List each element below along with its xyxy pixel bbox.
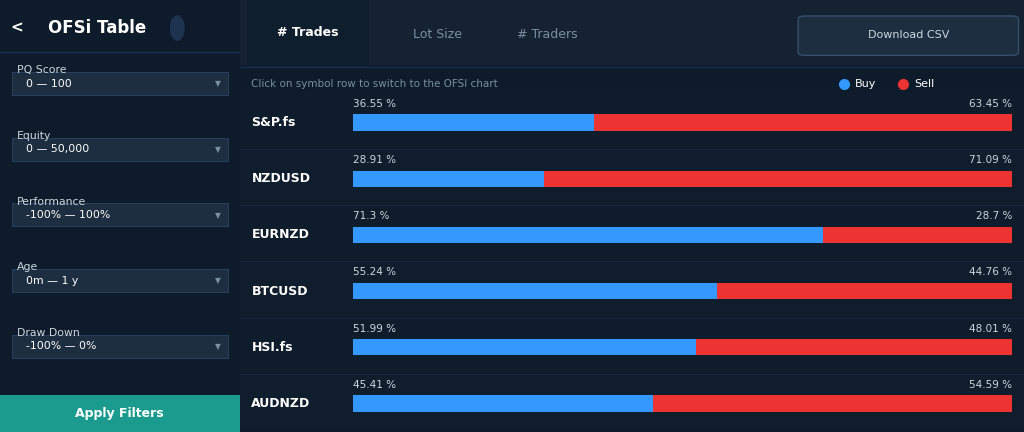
Text: AUDNZD: AUDNZD (251, 397, 310, 410)
Text: NZDUSD: NZDUSD (251, 172, 310, 185)
Text: <: < (10, 21, 24, 35)
Bar (544, 171, 1013, 187)
Text: 71.3 %: 71.3 % (353, 211, 390, 221)
Bar (823, 227, 1013, 243)
Bar (12, 72, 227, 95)
Text: 71.09 %: 71.09 % (970, 155, 1013, 165)
Bar (240, 205, 1024, 261)
Bar (353, 339, 696, 356)
Bar (353, 171, 544, 187)
Bar (718, 283, 1013, 299)
Text: 51.99 %: 51.99 % (353, 324, 396, 334)
Text: 0m — 1 y: 0m — 1 y (27, 276, 79, 286)
Text: Sell: Sell (914, 79, 935, 89)
Text: ▼: ▼ (215, 211, 221, 219)
Bar (652, 395, 1013, 412)
Text: -100% — 100%: -100% — 100% (27, 210, 111, 220)
Text: Draw Down: Draw Down (16, 328, 80, 338)
Text: -100% — 0%: -100% — 0% (27, 341, 96, 352)
Bar (353, 283, 718, 299)
Bar (240, 149, 1024, 205)
Text: PQ Score: PQ Score (16, 65, 67, 76)
FancyBboxPatch shape (798, 16, 1019, 55)
Text: 0 — 100: 0 — 100 (27, 79, 72, 89)
Circle shape (171, 16, 184, 40)
Bar (12, 335, 227, 358)
Text: Apply Filters: Apply Filters (76, 407, 164, 420)
Bar (353, 227, 823, 243)
Text: Click on symbol row to switch to the OFSI chart: Click on symbol row to switch to the OFS… (251, 79, 498, 89)
Bar (353, 114, 594, 131)
Text: Lot Size: Lot Size (413, 28, 462, 41)
Text: EURNZD: EURNZD (251, 229, 309, 241)
Bar (353, 395, 652, 412)
Text: 36.55 %: 36.55 % (353, 99, 396, 109)
Bar (0, 395, 240, 432)
Bar (696, 339, 1013, 356)
Text: Performance: Performance (16, 197, 86, 207)
Bar (240, 374, 1024, 430)
Text: Age: Age (16, 262, 38, 273)
Text: ▼: ▼ (215, 342, 221, 351)
Bar (12, 269, 227, 292)
Bar (12, 203, 227, 226)
Text: 28.7 %: 28.7 % (976, 211, 1013, 221)
Text: # Trades: # Trades (278, 26, 339, 39)
Text: 55.24 %: 55.24 % (353, 267, 396, 277)
Text: i: i (176, 23, 179, 34)
Text: Equity: Equity (16, 131, 51, 141)
Text: ▼: ▼ (215, 276, 221, 285)
Text: 63.45 %: 63.45 % (970, 99, 1013, 109)
Bar (594, 114, 1013, 131)
Bar (240, 261, 1024, 318)
Text: 0 — 50,000: 0 — 50,000 (27, 144, 90, 155)
Text: # Traders: # Traders (517, 28, 578, 41)
Bar (240, 93, 1024, 149)
Bar (12, 138, 227, 161)
Text: 45.41 %: 45.41 % (353, 380, 396, 390)
Text: 28.91 %: 28.91 % (353, 155, 396, 165)
Text: HSI.fs: HSI.fs (251, 341, 293, 354)
Text: ▼: ▼ (215, 79, 221, 88)
Bar (240, 0, 1024, 65)
Text: ▼: ▼ (215, 145, 221, 154)
Bar (248, 0, 369, 67)
Text: OFSi Table: OFSi Table (48, 19, 146, 37)
Text: Buy: Buy (855, 79, 876, 89)
Text: BTCUSD: BTCUSD (251, 285, 308, 298)
Text: 48.01 %: 48.01 % (970, 324, 1013, 334)
Text: 44.76 %: 44.76 % (970, 267, 1013, 277)
Bar (0, 0, 240, 52)
Bar (240, 318, 1024, 374)
Text: 54.59 %: 54.59 % (970, 380, 1013, 390)
Text: S&P.fs: S&P.fs (251, 116, 296, 129)
Text: Download CSV: Download CSV (868, 30, 949, 41)
